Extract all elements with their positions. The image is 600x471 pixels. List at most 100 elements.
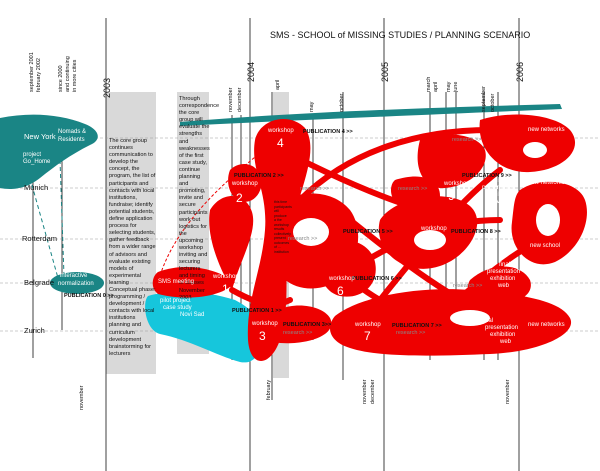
city-zurich: Zurich [24,326,45,335]
month-bottom: december [370,379,376,404]
gray-band-core [106,92,156,374]
publication-1: PUBLICATION 1 >> [232,308,282,314]
exhibition-label: exhibition [490,276,516,282]
city-rotterdam: Rotterdam [22,234,58,243]
city-belgrade: Belgrade [24,278,55,287]
workshop-4-label: workshop [268,128,294,134]
month-top: may [446,81,452,92]
publication-6: PUBLICATION 6 >> [352,276,402,282]
month-top: june [453,81,459,92]
final-label: final [495,178,507,184]
web-label: web [500,339,512,345]
sms-meeting-label: SMS meeting [158,279,195,285]
presentation-label: presentation [485,325,519,331]
workshop-8-label: workshop [421,226,447,232]
city-munich: Munich [24,183,49,192]
case-study-label: case study [163,305,192,311]
ny-nomads: Nomads & [58,129,87,135]
workshop-7-number: 7 [364,329,371,343]
month-top: and continuing [65,56,71,92]
workshop-5-number: 5 [308,234,315,248]
month-top: september [481,86,487,112]
publication-2: PUBLICATION 2 >> [234,173,284,179]
final-label: final [499,262,511,268]
workshop-8-number: 8 [426,234,433,248]
publication-9: PUBLICATION 9 >> [462,173,512,179]
month-top: december [237,87,243,112]
web-label: web [495,199,507,205]
ny-project: project [23,152,42,158]
novi-sad-label: Novi Sad [180,312,205,318]
cyan-pilot-shape [145,291,262,363]
city-new-york: New York [24,132,56,141]
research-label: research >> [453,283,483,289]
month-top: april [433,81,439,92]
publication-0: PUBLICATION 0 >> [64,293,114,299]
research-label: research >> [398,186,428,192]
new-networks-label: new networks [528,180,565,186]
normalization-label: normalization [58,281,94,287]
year-2004: 2004 [246,61,256,82]
month-top: november [228,87,234,112]
workshop-2-label: workshop [232,181,258,187]
exhibition-label: exhibition [490,332,516,338]
month-bottom: february [266,379,272,400]
month-top: march [426,76,432,92]
month-top: february 2002 [36,58,42,92]
core-group-text: The core group continues communication t… [109,138,156,357]
month-top: october [490,93,496,112]
pilot-project-label: pilot project [160,298,191,304]
workshop-1-number: 1 [222,282,229,296]
workshop-2-number: 2 [236,191,243,205]
research-label: research >> [452,137,482,143]
month-top: may [309,101,315,112]
presentation-label: presentation [487,269,521,275]
workshop-4-number: 4 [277,136,284,150]
teal-newyork-shape [0,114,98,189]
new-networks-label: new networks [528,322,565,328]
workshop-9-number: 9 [448,189,455,203]
research-label: research >> [283,330,313,336]
month-top: april [275,79,281,90]
workshop-6-number: 6 [337,284,344,298]
workshop-7-label: workshop [355,322,381,328]
exhibition-label: exhibition [487,192,513,198]
year-2005: 2005 [380,61,390,82]
workshop-3-number: 3 [259,329,266,343]
workshop-6-label: workshop [329,276,355,282]
teal-belgrade-shape [50,272,104,294]
workshop-1-label: workshop [213,274,239,280]
month-top: october [339,93,345,112]
month-top: since 2000 [58,65,64,92]
web-label: web [498,283,510,289]
month-top: september 2001 [29,52,35,92]
teal-dashed-links [29,159,65,279]
month-bottom: november [79,385,85,410]
research-label: research >> [300,186,330,192]
red-dashed [157,144,271,283]
publication-4: PUBLICATION 4 >> [303,129,353,135]
new-school-label: new school [530,243,561,249]
page-title: SMS - SCHOOL of MISSING STUDIES / PLANNI… [270,30,531,40]
month-bottom: november [505,379,511,404]
month-top: in more cities [72,59,78,92]
interactive-label: interactive [60,273,88,279]
white-holes [293,142,560,326]
year-2006: 2006 [515,61,525,82]
presentation-label: presentation [482,185,516,191]
ny-go-home: Go_Home [23,159,51,165]
narrow-text: this time participants will produce a th… [274,200,292,254]
research-label: research >> [396,330,426,336]
month-bottom: november [362,379,368,404]
publication-8: PUBLICATION 8 >> [451,229,501,235]
publication-7: PUBLICATION 7 >> [392,323,442,329]
ny-residents: Residents [58,137,85,143]
workshop-9-label: workshop [444,181,470,187]
workshop-3-label: workshop [252,321,278,327]
workshop-5-label: workshop [302,226,328,232]
publication-3: PUBLICATION 3>> [283,322,332,328]
research-label: research >> [288,236,318,242]
new-networks-label: new networks [528,127,565,133]
